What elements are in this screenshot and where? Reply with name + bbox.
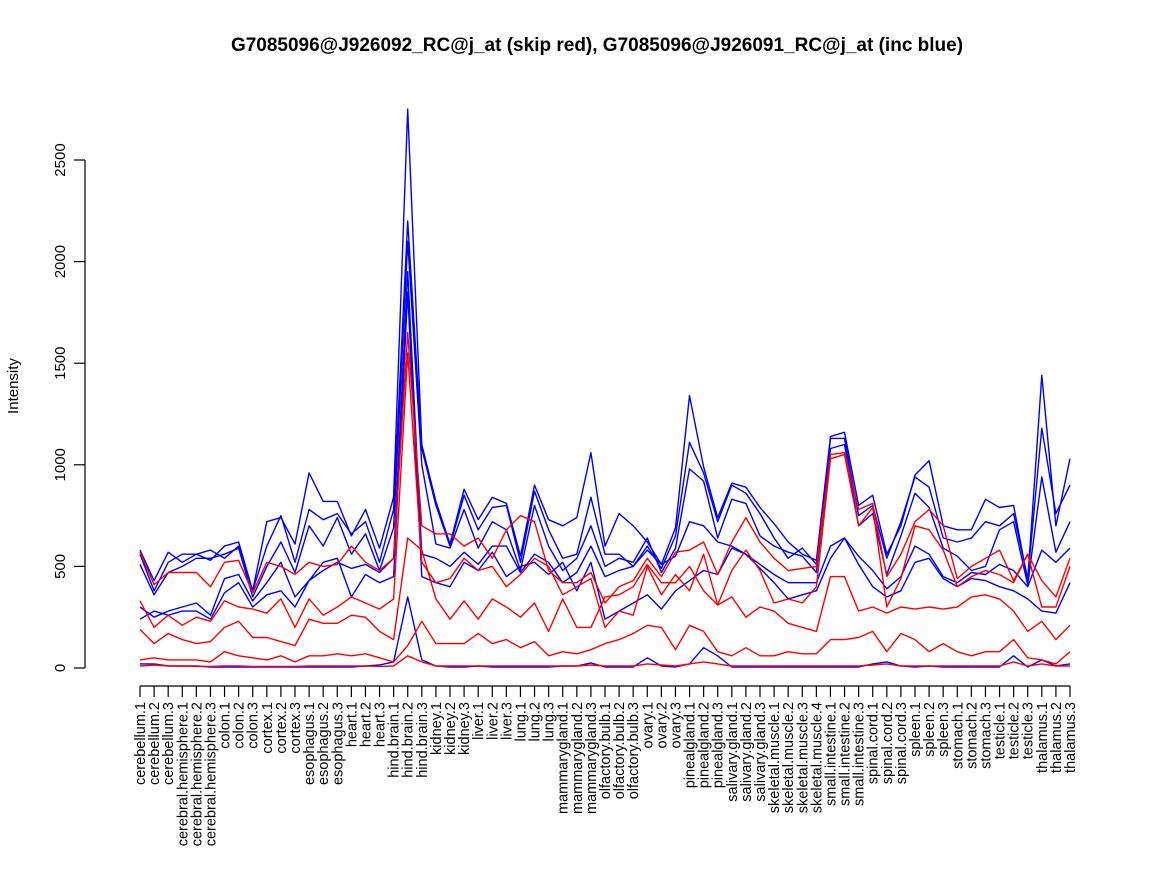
x-tick-label: colon.3 (246, 702, 262, 749)
x-tick-label: colon.1 (218, 702, 234, 749)
x-tick-label: thalamus.3 (1063, 702, 1079, 773)
x-tick-label: ovary.1 (640, 702, 656, 748)
x-tick-label: esophagus.3 (330, 702, 346, 785)
x-tick-label: spinal.cord.1 (866, 702, 882, 784)
x-tick-label: colon.2 (232, 702, 248, 749)
x-axis: cerebellum.1cerebellum.2cerebellum.3cere… (133, 685, 1079, 846)
series-line-inc-2 (139, 220, 1071, 592)
x-tick-label: testicle.3 (1021, 702, 1037, 759)
x-tick-label: kidney.2 (443, 702, 459, 755)
x-tick-label: pinealgland.1 (683, 702, 699, 788)
x-tick-label: thalamus.2 (1049, 702, 1065, 773)
series-line-inc-3 (139, 240, 1071, 598)
y-tick-label: 2500 (52, 143, 69, 176)
x-tick-label: skeletal.muscle.2 (781, 702, 797, 813)
x-tick-label: skeletal.muscle.3 (795, 702, 811, 813)
x-tick-label: pinealgland.3 (711, 702, 727, 788)
x-tick-label: kidney.3 (457, 702, 473, 755)
x-tick-label: small.intestine.3 (852, 702, 868, 806)
x-tick-label: salivary.gland.2 (739, 702, 755, 802)
y-tick-label: 500 (52, 554, 69, 579)
x-tick-label: hind.brain.3 (415, 702, 431, 778)
series-line-skip-1 (139, 332, 1071, 604)
x-tick-label: liver.1 (471, 702, 487, 740)
x-tick-label: mammarygland.1 (556, 702, 572, 814)
x-tick-label: esophagus.1 (302, 702, 318, 785)
x-tick-label: heart.1 (344, 702, 360, 747)
x-tick-label: hind.brain.1 (387, 702, 403, 778)
x-tick-label: ovary.3 (668, 702, 684, 748)
x-tick-label: testicle.2 (1007, 702, 1023, 759)
x-tick-label: cerebral.hemisphere.3 (203, 702, 219, 846)
x-tick-label: esophagus.2 (316, 702, 332, 785)
x-tick-label: cortex.3 (288, 702, 304, 754)
x-tick-label: spleen.2 (922, 702, 938, 757)
x-tick-label: testicle.1 (993, 702, 1009, 759)
x-tick-label: lung.2 (528, 702, 544, 742)
x-tick-label: lung.3 (542, 702, 558, 742)
x-tick-label: liver.3 (499, 702, 515, 740)
chart-title: G7085096@J926092_RC@j_at (skip red), G70… (231, 35, 963, 56)
x-tick-label: cortex.2 (274, 702, 290, 754)
x-tick-label: stomach.3 (978, 702, 994, 769)
x-tick-label: ovary.2 (654, 702, 670, 748)
x-tick-label: cerebellum.2 (147, 702, 163, 785)
x-tick-label: olfactory.bulb.1 (598, 702, 614, 799)
x-tick-label: olfactory.bulb.3 (626, 702, 642, 799)
x-tick-label: pinealgland.2 (697, 702, 713, 788)
x-tick-label: salivary.gland.3 (753, 702, 769, 802)
x-tick-label: thalamus.1 (1035, 702, 1051, 773)
x-tick-label: hind.brain.2 (401, 702, 417, 778)
series-line-inc-4 (139, 271, 1071, 618)
x-tick-label: cerebral.hemisphere.1 (175, 702, 191, 846)
y-axis: 0 500 1000 1500 2000 2500 (52, 143, 86, 672)
series-line-inc-1 (139, 108, 1071, 592)
x-tick-label: stomach.1 (950, 702, 966, 769)
x-tick-label: small.intestine.2 (838, 702, 854, 806)
x-tick-label: small.intestine.1 (823, 702, 839, 806)
x-tick-label: spleen.1 (908, 702, 924, 757)
y-tick-label: 0 (52, 664, 69, 672)
x-tick-label: olfactory.bulb.2 (612, 702, 628, 799)
x-tick-label: lung.1 (513, 702, 529, 742)
x-tick-label: stomach.2 (964, 702, 980, 769)
x-tick-label: skeletal.muscle.4 (809, 702, 825, 813)
series-line-skip-2 (139, 352, 1071, 629)
x-tick-label: spinal.cord.2 (880, 702, 896, 784)
x-tick-label: cerebral.hemisphere.2 (189, 702, 205, 846)
x-tick-label: skeletal.muscle.1 (767, 702, 783, 813)
x-tick-label: mammarygland.3 (584, 702, 600, 814)
series-lines (139, 108, 1071, 668)
x-tick-label: liver.2 (485, 702, 501, 740)
x-tick-label: kidney.1 (429, 702, 445, 755)
y-tick-label: 1500 (52, 347, 69, 380)
x-tick-label: cerebellum.1 (133, 702, 149, 785)
y-tick-label: 2000 (52, 245, 69, 278)
x-tick-label: cortex.1 (260, 702, 276, 754)
x-tick-label: salivary.gland.1 (725, 702, 741, 802)
x-tick-label: spinal.cord.3 (894, 702, 910, 784)
x-tick-label: heart.2 (358, 702, 374, 747)
x-tick-label: heart.3 (373, 702, 389, 747)
x-tick-label: mammarygland.2 (570, 702, 586, 814)
series-line-skip-3 (139, 537, 1071, 647)
series-line-skip-5 (139, 655, 1070, 668)
series-line-inc-5 (139, 291, 1071, 620)
x-tick-label: cerebellum.3 (161, 702, 177, 785)
x-tick-label: spleen.3 (936, 702, 952, 757)
y-axis-label: Intensity (5, 358, 22, 414)
series-line-skip-4 (139, 620, 1071, 665)
y-tick-label: 1000 (52, 448, 69, 481)
